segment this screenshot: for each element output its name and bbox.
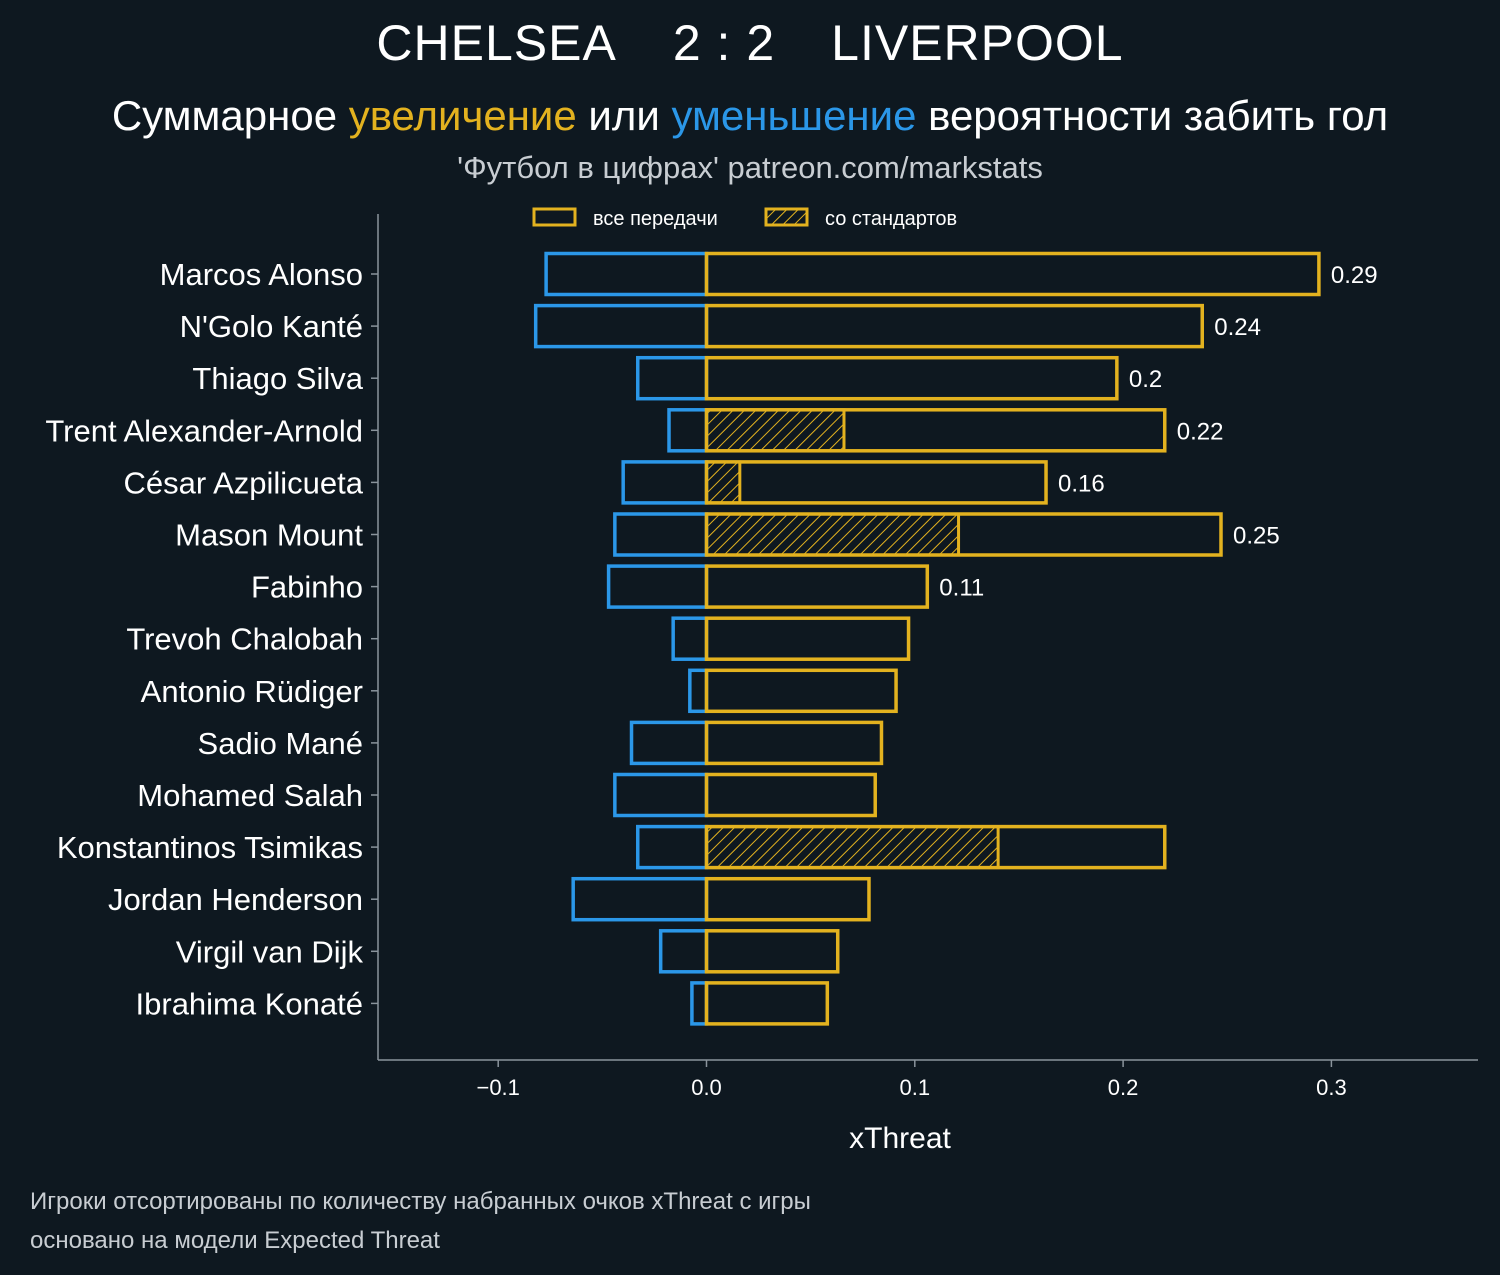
value-label: 0.16 (1058, 470, 1105, 497)
player-name-label: Sadio Mané (198, 726, 363, 761)
increase-bar (704, 929, 840, 974)
player-name-label: Marcos Alonso (160, 257, 363, 292)
player-name-label: Antonio Rüdiger (141, 674, 363, 709)
source-credit: 'Футбол в цифрах' patreon.com/markstats (457, 150, 1043, 185)
player-name-label: Mason Mount (175, 518, 363, 553)
subtitle-decrease-word: уменьшение (671, 92, 917, 139)
player-row: Mohamed Salah (137, 772, 877, 818)
legend-swatch-all-passes (532, 207, 577, 227)
match-title: CHELSEA 2 : 2 LIVERPOOL (0, 14, 1500, 72)
decrease-bar (671, 616, 709, 661)
player-name-label: Konstantinos Tsimikas (57, 830, 363, 865)
increase-bar (704, 772, 877, 818)
player-row: Trevoh Chalobah (126, 616, 911, 661)
increase-bar (704, 720, 884, 766)
player-row: Konstantinos Tsimikas (57, 824, 1167, 870)
player-row: Virgil van Dijk (176, 929, 840, 974)
legend-swatch-set-pieces (764, 207, 809, 227)
x-tick-label: 0.1 (900, 1075, 931, 1100)
player-row: Ibrahima Konaté (136, 981, 830, 1026)
player-name-label: Virgil van Dijk (176, 934, 364, 969)
player-row: N'Golo Kanté 0.24 (180, 303, 1261, 349)
player-row: Trent Alexander-Arnold 0.22 (45, 408, 1224, 453)
player-row: César Azpilicueta 0.16 (123, 460, 1105, 505)
increase-bar (704, 460, 1048, 505)
decrease-bar (613, 512, 709, 557)
decrease-bar (636, 355, 709, 401)
legend-label-set-pieces: со стандартов (825, 208, 957, 230)
increase-bar (704, 355, 1119, 401)
player-name-label: Jordan Henderson (108, 882, 363, 917)
player-row: Sadio Mané (198, 720, 884, 766)
decrease-bar (606, 564, 709, 609)
player-name-label: Thiago Silva (192, 361, 363, 396)
increase-bar (704, 824, 1167, 870)
value-label: 0.22 (1177, 418, 1224, 445)
match-score: 2 : 2 (672, 15, 776, 71)
increase-bar (704, 408, 1167, 453)
player-row: Thiago Silva 0.2 (192, 355, 1162, 401)
increase-bar (704, 303, 1205, 349)
decrease-bar (688, 668, 709, 714)
value-label: 0.11 (939, 575, 984, 602)
set-piece-bar (705, 512, 961, 557)
increase-bar (704, 564, 930, 609)
decrease-bar (533, 303, 709, 349)
player-name-label: Trent Alexander-Arnold (45, 413, 363, 448)
player-name-label: N'Golo Kanté (180, 309, 363, 344)
decrease-bar (571, 876, 709, 922)
legend-label-all-passes: все передачи (593, 208, 718, 230)
player-name-label: César Azpilicueta (123, 465, 363, 500)
increase-bar (704, 876, 871, 922)
player-name-label: Fabinho (251, 570, 363, 605)
subtitle-increase-word: увеличение (348, 92, 577, 139)
increase-bar (704, 616, 911, 661)
player-row: Jordan Henderson (108, 876, 871, 922)
player-name-label: Mohamed Salah (137, 778, 363, 813)
footnote-model: основано на модели Expected Threat (30, 1227, 440, 1254)
x-tick-label: 0.3 (1316, 1075, 1347, 1100)
x-tick-label: −0.1 (476, 1075, 519, 1100)
player-row: Mason Mount 0.25 (175, 512, 1280, 557)
increase-bar (704, 668, 898, 714)
value-label: 0.29 (1331, 262, 1378, 289)
decrease-bar (667, 408, 709, 453)
decrease-bar (621, 460, 709, 505)
player-row: Fabinho 0.11 (251, 564, 984, 609)
value-label: 0.25 (1233, 523, 1280, 550)
x-tick-label: 0.2 (1108, 1075, 1139, 1100)
decrease-bar (636, 824, 709, 870)
decrease-bar (690, 981, 709, 1026)
subtitle-part-2: или (576, 92, 672, 139)
subtitle-part-1: Суммарное (111, 92, 349, 139)
away-team: LIVERPOOL (831, 15, 1124, 71)
set-piece-bar (705, 408, 846, 453)
decrease-bar (544, 251, 709, 297)
axes: −0.1 0.0 0.1 0.2 0.3 xThreat (377, 214, 1478, 1155)
value-label: 0.24 (1214, 314, 1261, 341)
decrease-bar (613, 772, 709, 818)
subtitle-part-3: вероятности забить гол (916, 92, 1389, 139)
x-tick-label: 0.0 (691, 1075, 722, 1100)
player-row: Antonio Rüdiger (141, 668, 898, 714)
bars: Marcos Alonso 0.29 N'Golo Kanté 0.24 Thiago … (45, 251, 1378, 1026)
value-label: 0.2 (1129, 366, 1162, 393)
home-team: CHELSEA (376, 15, 617, 71)
decrease-bar (658, 929, 709, 974)
set-piece-bar (705, 825, 1000, 870)
legend: все передачи со стандартов (532, 207, 957, 230)
player-row: Marcos Alonso 0.29 (160, 251, 1378, 297)
increase-bar (704, 981, 830, 1026)
player-name-label: Trevoh Chalobah (126, 622, 363, 657)
decrease-bar (629, 720, 709, 766)
player-name-label: Ibrahima Konaté (136, 986, 363, 1021)
x-axis-label: xThreat (849, 1122, 951, 1155)
increase-bar (704, 512, 1223, 557)
set-piece-bar (705, 460, 742, 505)
chart-subtitle: Суммарное увеличение или уменьшение веро… (0, 92, 1500, 140)
footnote-sorting: Игроки отсортированы по количеству набра… (30, 1188, 811, 1215)
increase-bar (704, 251, 1321, 297)
